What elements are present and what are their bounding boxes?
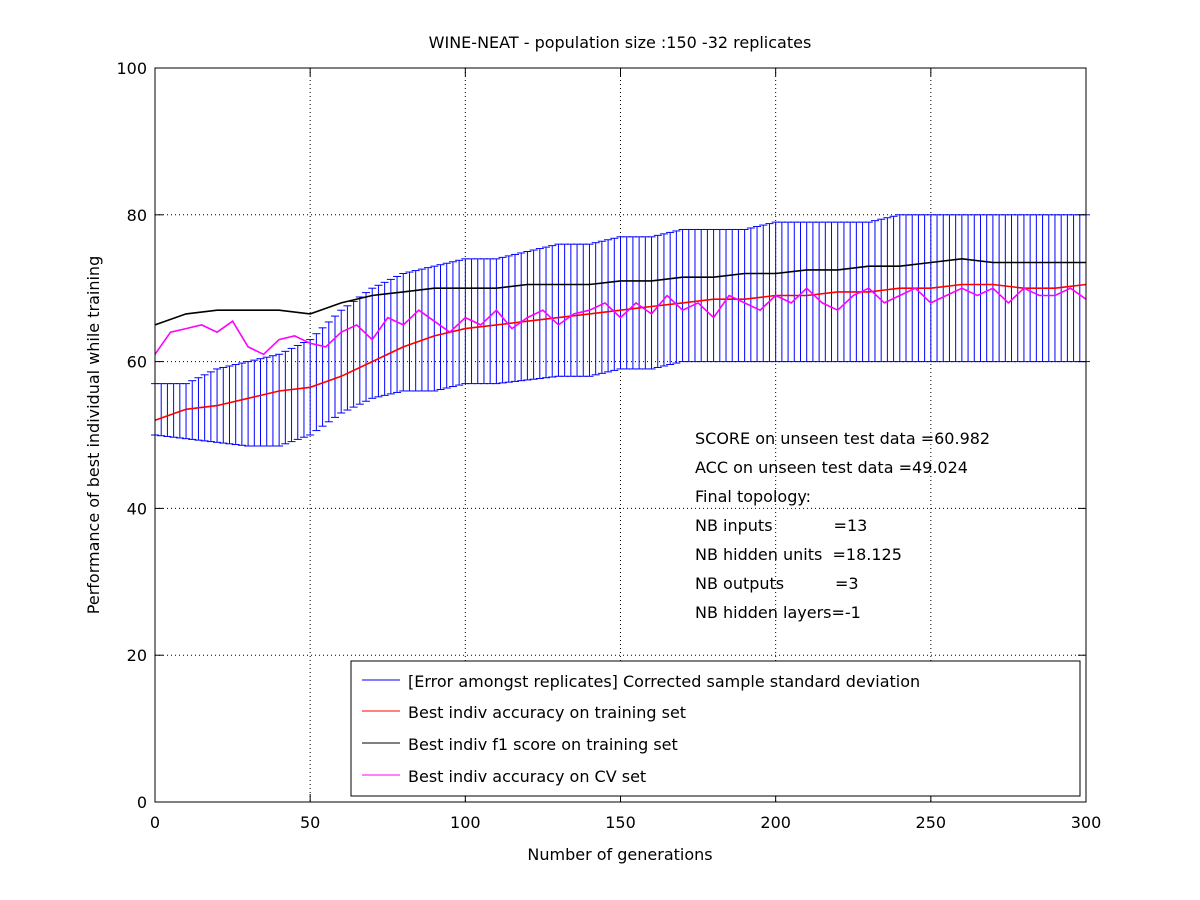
x-axis-label: Number of generations: [527, 845, 712, 864]
legend-label-cv-acc: Best indiv accuracy on CV set: [408, 767, 646, 786]
annotation-final-topology: Final topology:: [695, 487, 811, 506]
legend-label-train-f1: Best indiv f1 score on training set: [408, 735, 678, 754]
y-tick-label: 60: [127, 353, 147, 372]
axis-ticks: 0 50 100 150 200 250 300 0 20 40 60 80 100: [116, 59, 1101, 832]
y-tick-label: 20: [127, 646, 147, 665]
x-tick-label: 250: [916, 813, 947, 832]
annotation-acc: ACC on unseen test data =49.024: [695, 458, 968, 477]
annotation-nb-hidden-layers: NB hidden layers=-1: [695, 603, 861, 622]
annotation-block: SCORE on unseen test data =60.982 ACC on…: [695, 429, 990, 622]
train-f1-line: [154, 257, 1086, 326]
legend-label-train-acc: Best indiv accuracy on training set: [408, 703, 686, 722]
x-tick-label: 0: [150, 813, 160, 832]
x-tick-label: 300: [1071, 813, 1102, 832]
train-accuracy-line: [154, 283, 1087, 422]
x-tick-label: 150: [605, 813, 636, 832]
x-tick-label: 200: [760, 813, 791, 832]
y-tick-label: 80: [127, 206, 147, 225]
y-axis-label: Performance of best individual while tra…: [84, 256, 103, 614]
annotation-score: SCORE on unseen test data =60.982: [695, 429, 990, 448]
legend-label-error: [Error amongst replicates] Corrected sam…: [408, 672, 920, 691]
annotation-nb-outputs: NB outputs =3: [695, 574, 859, 593]
legend-box: [350, 660, 1081, 797]
annotation-nb-hidden-units: NB hidden units =18.125: [695, 545, 902, 564]
legend: [Error amongst replicates] Corrected sam…: [350, 660, 1081, 797]
cv-accuracy-line: [154, 287, 1087, 356]
x-tick-label: 50: [300, 813, 320, 832]
y-tick-label: 0: [137, 793, 147, 812]
chart-title: WINE-NEAT - population size :150 -32 rep…: [429, 33, 812, 52]
x-tick-label: 100: [450, 813, 481, 832]
y-tick-label: 100: [116, 59, 147, 78]
annotation-nb-inputs: NB inputs =13: [695, 516, 867, 535]
y-tick-label: 40: [127, 499, 147, 518]
